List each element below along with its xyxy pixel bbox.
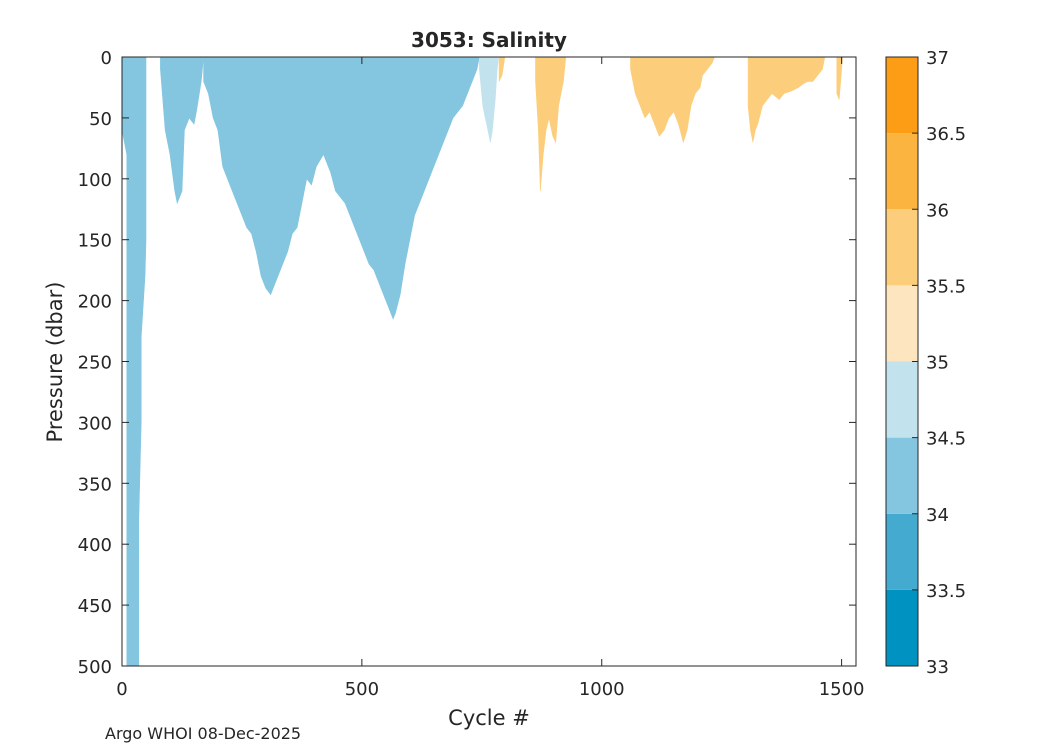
y-tick-label-250: 250 — [78, 353, 112, 374]
plot-area — [122, 57, 856, 666]
x-tick-label-1000: 1000 — [579, 679, 625, 700]
salinity-region-4 — [498, 57, 506, 82]
salinity-region-7 — [747, 57, 826, 143]
colorbar-bin-1 — [886, 513, 918, 590]
y-tick-label-300: 300 — [78, 413, 112, 434]
colorbar-tick-label-36.5: 36.5 — [926, 124, 966, 145]
colorbar-tick-label-34: 34 — [926, 505, 949, 526]
colorbar-tick-label-36: 36 — [926, 200, 949, 221]
colorbar-bin-2 — [886, 437, 918, 514]
salinity-region-0 — [122, 57, 147, 666]
colorbar-tick-label-34.5: 34.5 — [926, 429, 966, 450]
x-tick-label-0: 0 — [116, 679, 127, 700]
data-regions — [122, 57, 843, 666]
colorbar-tick-label-33: 33 — [926, 657, 949, 678]
colorbar-bin-7 — [886, 57, 918, 134]
salinity-region-2 — [203, 57, 480, 320]
salinity-region-5 — [535, 57, 567, 192]
footer-note: Argo WHOI 08-Dec-2025 — [105, 724, 302, 743]
salinity-region-6 — [630, 57, 715, 144]
x-tick-label-1500: 1500 — [819, 679, 865, 700]
colorbar-bin-6 — [886, 133, 918, 210]
colorbar-bin-0 — [886, 589, 918, 666]
y-tick-label-0: 0 — [101, 48, 112, 69]
y-tick-label-400: 400 — [78, 535, 112, 556]
y-tick-label-450: 450 — [78, 596, 112, 617]
colorbar-tick-label-37: 37 — [926, 48, 949, 69]
y-tick-label-350: 350 — [78, 474, 112, 495]
salinity-region-8 — [836, 57, 843, 100]
colorbar-tick-label-33.5: 33.5 — [926, 581, 966, 602]
x-axis-label: Cycle # — [448, 706, 530, 730]
y-tick-label-100: 100 — [78, 170, 112, 191]
y-tick-label-50: 50 — [89, 109, 112, 130]
colorbar-bin-3 — [886, 361, 918, 438]
x-tick-label-500: 500 — [345, 679, 379, 700]
y-tick-label-500: 500 — [78, 657, 112, 678]
y-tick-label-150: 150 — [78, 231, 112, 252]
colorbar-bin-4 — [886, 285, 918, 362]
salinity-region-1 — [160, 57, 204, 205]
colorbar: 33 33.5 34 34.5 35 35.5 36 36.5 37 — [885, 48, 966, 678]
y-tick-label-200: 200 — [78, 292, 112, 313]
chart-title: 3053: Salinity — [411, 28, 567, 52]
colorbar-bin-5 — [886, 209, 918, 286]
colorbar-tick-label-35: 35 — [926, 353, 949, 374]
salinity-region-3 — [479, 57, 499, 143]
axes: 0 500 1000 15000501001502002503003504004505… — [78, 48, 865, 700]
y-axis-label: Pressure (dbar) — [43, 282, 67, 443]
colorbar-tick-label-35.5: 35.5 — [926, 276, 966, 297]
